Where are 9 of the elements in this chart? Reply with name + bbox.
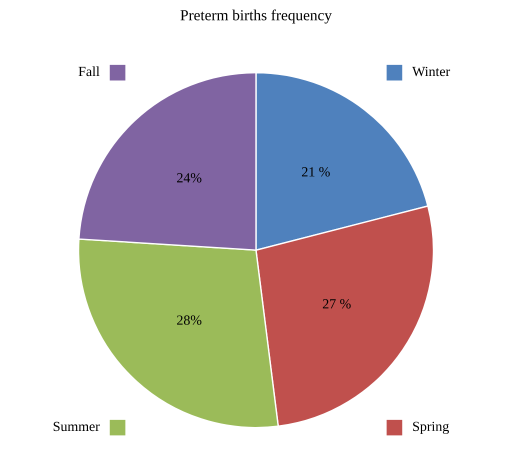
legend-label: Winter (412, 66, 450, 76)
data-label: 28% (177, 315, 202, 325)
data-label: 21 % (302, 167, 330, 177)
slice-label: Summer (54, 422, 100, 432)
slice-label: Fall (78, 66, 100, 76)
data-label: 27 % (322, 299, 351, 309)
chart-title: Preterm births frequency (180, 9, 332, 24)
data-label: 24% (177, 173, 202, 183)
legend-label: Spring (413, 422, 449, 434)
